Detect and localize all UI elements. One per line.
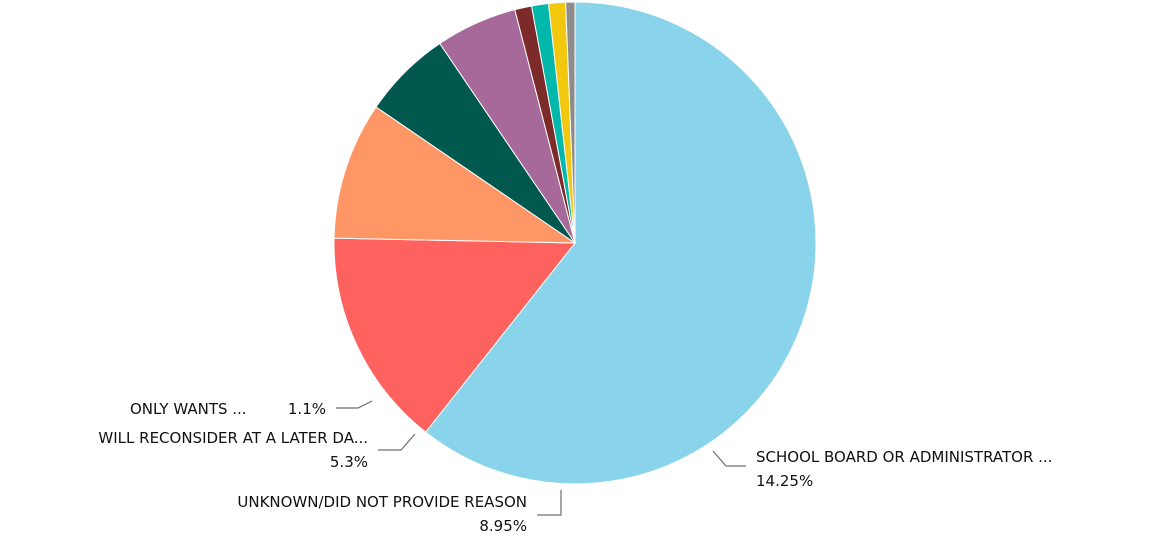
label-group-school-board: SCHOOL BOARD OR ADMINISTRATOR ... 14.25% bbox=[712, 448, 1052, 490]
slice-label-school-board: SCHOOL BOARD OR ADMINISTRATOR ... bbox=[756, 448, 1052, 466]
leader-line-school-board bbox=[712, 450, 746, 467]
pie-slice-2[interactable] bbox=[333, 106, 577, 244]
slice-label-will-reconsider: WILL RECONSIDER AT A LATER DA... bbox=[98, 429, 368, 447]
slice-value-will-reconsider: 5.3% bbox=[330, 453, 368, 471]
pie-slice-1[interactable] bbox=[333, 237, 577, 433]
slice-value-school-board: 14.25% bbox=[756, 472, 813, 490]
label-group-unknown: UNKNOWN/DID NOT PROVIDE REASON 8.95% bbox=[237, 490, 562, 535]
pie-slices bbox=[333, 1, 817, 485]
pie-slice-8[interactable] bbox=[565, 1, 576, 244]
leader-line-unknown bbox=[537, 490, 562, 516]
slice-value-unknown: 8.95% bbox=[479, 517, 527, 535]
label-group-only-wants: ONLY WANTS ... 1.1% bbox=[130, 400, 373, 418]
leader-line-only-wants bbox=[336, 400, 373, 409]
label-group-will-reconsider: WILL RECONSIDER AT A LATER DA... 5.3% bbox=[98, 429, 416, 471]
slice-value-only-wants: 1.1% bbox=[288, 400, 326, 418]
pie-slice-0[interactable] bbox=[424, 1, 817, 485]
leader-line-will-reconsider bbox=[378, 433, 416, 451]
slice-label-unknown: UNKNOWN/DID NOT PROVIDE REASON bbox=[237, 493, 527, 511]
slice-label-only-wants: ONLY WANTS ... bbox=[130, 400, 247, 418]
